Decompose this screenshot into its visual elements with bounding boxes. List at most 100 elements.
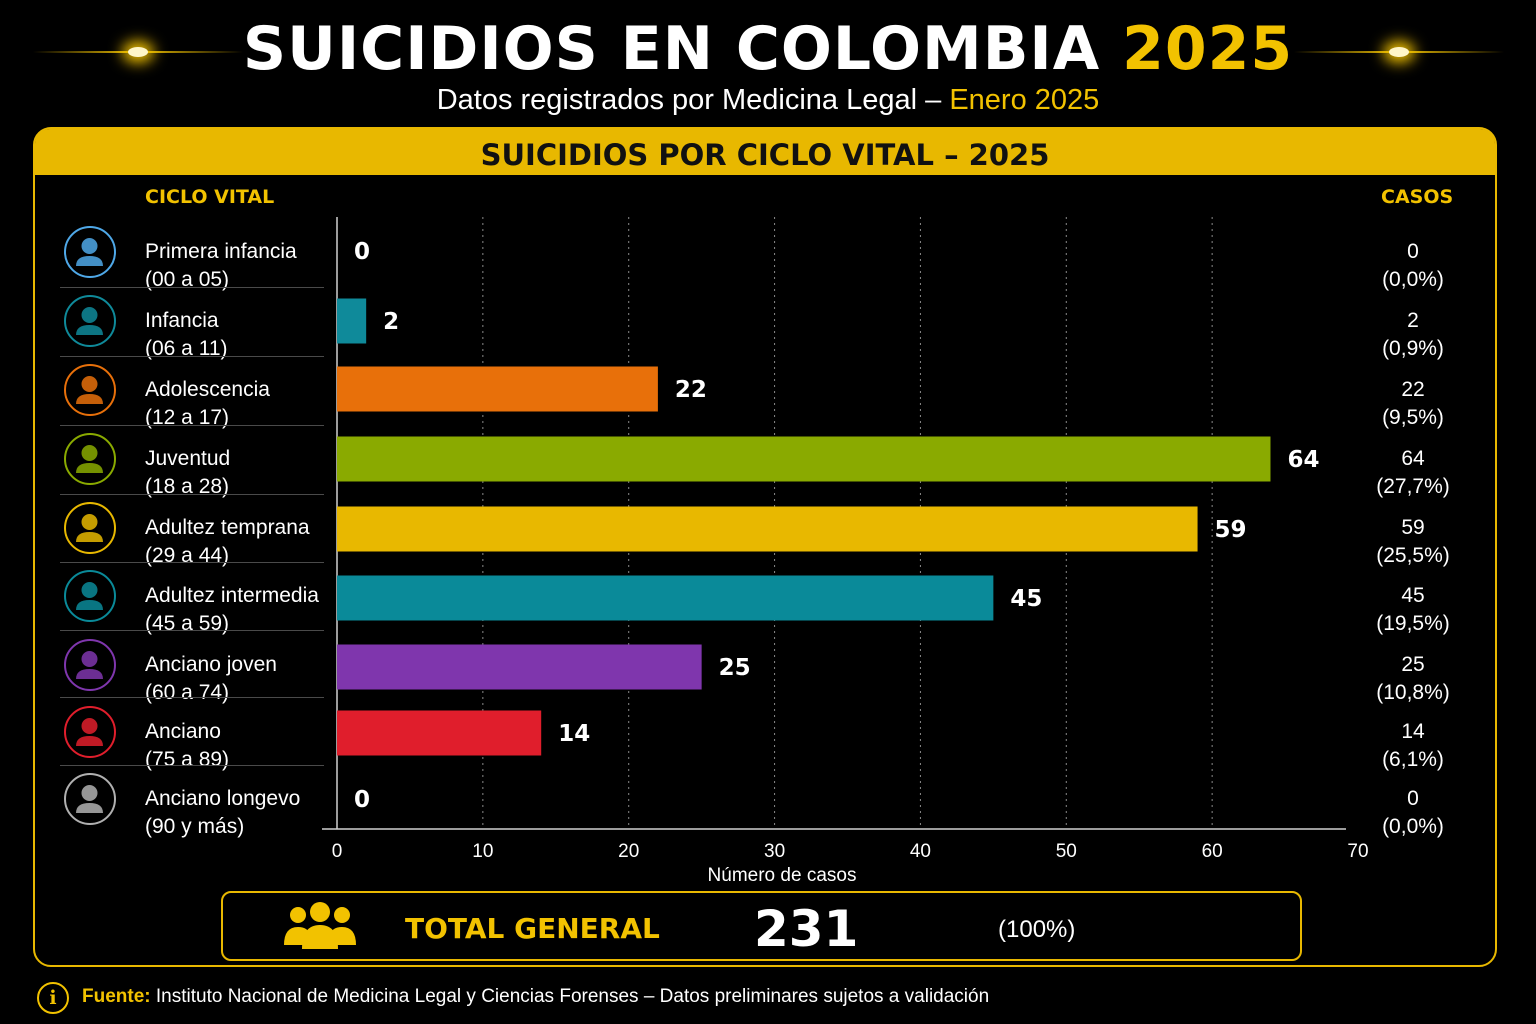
bar-value-label: 0 (354, 787, 370, 813)
row-label-name: Primera infancia (145, 240, 297, 263)
subtitle-main: Datos registrados por Medicina Legal – (436, 84, 942, 116)
row-separator (60, 494, 324, 495)
bar-value-label: 25 (719, 655, 751, 681)
info-icon: i (37, 982, 69, 1014)
row-separator (60, 697, 324, 698)
child-icon (64, 295, 116, 347)
x-tick-label: 20 (618, 841, 639, 862)
footer-source-label: Fuente: (82, 986, 151, 1007)
casos-percentage: (0,0%) (1382, 268, 1444, 291)
casos-count: 0 (1407, 787, 1419, 810)
total-percentage: (100%) (998, 916, 1076, 943)
panel-title: SUICIDIOS POR CICLO VITAL – 2025 (35, 129, 1495, 175)
bar (337, 644, 702, 690)
bar (337, 506, 1198, 552)
casos-cell: 45 (19,5%) (1340, 582, 1486, 638)
row-label: Adolescencia (12 a 17) (145, 376, 270, 432)
young-adult-icon (64, 433, 116, 485)
casos-count: 59 (1401, 516, 1425, 539)
casos-percentage: (0,0%) (1382, 815, 1444, 838)
teen-icon (64, 364, 116, 416)
elderly-woman-icon (64, 639, 116, 691)
bar-value-label: 45 (1010, 586, 1042, 612)
row-label-range: (45 a 59) (145, 612, 230, 635)
casos-cell: 25 (10,8%) (1340, 651, 1486, 707)
row-label: Adultez intermedia (45 a 59) (145, 582, 319, 638)
row-label-range: (12 a 17) (145, 406, 230, 429)
total-box (221, 891, 1302, 961)
row-label: Anciano longevo (90 y más) (145, 785, 300, 841)
row-label-name: Anciano longevo (145, 787, 301, 810)
x-tick-label: 70 (1347, 841, 1368, 862)
row-label-name: Infancia (145, 309, 219, 332)
footer-source-text: Instituto Nacional de Medicina Legal y C… (155, 986, 990, 1007)
row-label-range: (00 a 05) (145, 268, 230, 291)
row-separator (60, 630, 324, 631)
page-subtitle: Datos registrados por Medicina Legal – E… (0, 82, 1536, 118)
bar (337, 366, 658, 412)
page-title-year: 2025 (1122, 14, 1294, 84)
bar-value-label: 64 (1287, 447, 1319, 473)
row-separator (60, 356, 324, 357)
casos-cell: 22 (9,5%) (1340, 376, 1486, 432)
casos-count: 0 (1407, 240, 1419, 263)
bar-value-label: 14 (558, 721, 590, 747)
casos-count: 25 (1401, 653, 1425, 676)
bar (337, 575, 994, 621)
casos-cell: 2 (0,9%) (1340, 307, 1486, 363)
row-label-range: (06 a 11) (145, 337, 228, 360)
casos-percentage: (6,1%) (1382, 748, 1444, 771)
baby-icon (64, 226, 116, 278)
bar-value-label: 59 (1215, 517, 1247, 543)
casos-percentage: (9,5%) (1382, 406, 1444, 429)
casos-count: 22 (1401, 378, 1425, 401)
row-label: Infancia (06 a 11) (145, 307, 228, 363)
x-axis-label: Número de casos (708, 865, 857, 886)
bar-value-label: 0 (354, 239, 370, 265)
x-tick-label: 40 (910, 841, 931, 862)
x-tick-label: 60 (1202, 841, 1223, 862)
elderly-icon (64, 706, 116, 758)
row-separator (60, 287, 324, 288)
row-separator (60, 425, 324, 426)
casos-percentage: (10,8%) (1376, 681, 1450, 704)
row-label: Primera infancia (00 a 05) (145, 238, 297, 294)
chart-panel: SUICIDIOS POR CICLO VITAL – 2025 (33, 127, 1497, 967)
casos-count: 45 (1401, 584, 1425, 607)
total-value: 231 (754, 900, 859, 958)
casos-cell: 0 (0,0%) (1340, 238, 1486, 294)
row-label-range: (18 a 28) (145, 475, 230, 498)
title-glow-left (33, 47, 243, 57)
casos-percentage: (19,5%) (1376, 612, 1450, 635)
casos-percentage: (27,7%) (1376, 475, 1450, 498)
bar-value-label: 2 (383, 309, 399, 335)
row-separator (60, 562, 324, 563)
row-label-name: Anciano joven (145, 653, 277, 676)
row-label-name: Anciano (145, 720, 221, 743)
row-separator (60, 765, 324, 766)
x-tick-label: 10 (472, 841, 493, 862)
oldest-elderly-icon (64, 773, 116, 825)
row-label-range: (90 y más) (145, 815, 245, 838)
casos-count: 14 (1401, 720, 1425, 743)
page-title-main: SUICIDIOS EN COLOMBIA (242, 14, 1101, 84)
casos-cell: 0 (0,0%) (1340, 785, 1486, 841)
row-label: Anciano joven (60 a 74) (145, 651, 277, 707)
adult-icon (64, 502, 116, 554)
middle-adult-icon (64, 570, 116, 622)
row-label: Juventud (18 a 28) (145, 445, 230, 501)
row-label: Adultez temprana (29 a 44) (145, 514, 310, 570)
row-label-name: Adultez intermedia (145, 584, 319, 607)
x-tick-label: 0 (332, 841, 343, 862)
total-label: TOTAL GENERAL (405, 912, 660, 945)
bar (337, 298, 367, 344)
row-label-range: (29 a 44) (145, 544, 230, 567)
x-tick-label: 50 (1056, 841, 1077, 862)
casos-count: 2 (1407, 309, 1419, 332)
people-group-icon (284, 902, 356, 949)
footer-source: Fuente: Instituto Nacional de Medicina L… (82, 986, 989, 1008)
title-glow-right (1294, 47, 1504, 57)
row-label-name: Adultez temprana (145, 516, 310, 539)
row-label-range: (60 a 74) (145, 681, 230, 704)
